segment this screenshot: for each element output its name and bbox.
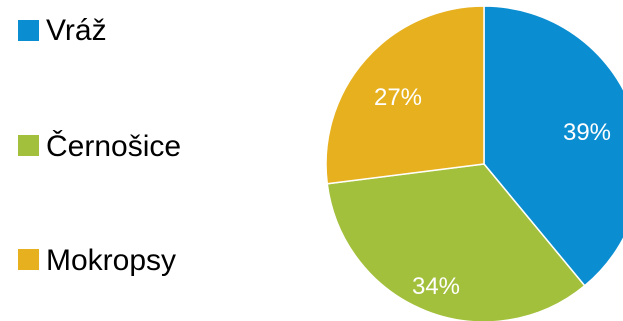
pie-slice-vraz: [483, 5, 623, 287]
slice-label-mokropsy: 27%: [374, 84, 422, 111]
legend-label-cernosice: Černošice: [46, 129, 181, 163]
legend-swatch-mokropsy: [18, 249, 39, 270]
slice-label-cernosice: 34%: [412, 273, 460, 300]
pie-slice-cernosice: [326, 163, 586, 321]
pie: 39% 34% 27%: [325, 5, 623, 321]
legend-swatch-cernosice: [18, 135, 39, 156]
legend-label-mokropsy: Mokropsy: [46, 244, 176, 277]
legend-label-vraz: Vráž: [46, 14, 107, 47]
slice-label-vraz: 39%: [563, 119, 611, 146]
legend-swatch-vraz: [18, 20, 39, 41]
pie-slice-mokropsy: [325, 5, 485, 185]
legend: Vráž Černošice Mokropsy: [18, 14, 181, 277]
